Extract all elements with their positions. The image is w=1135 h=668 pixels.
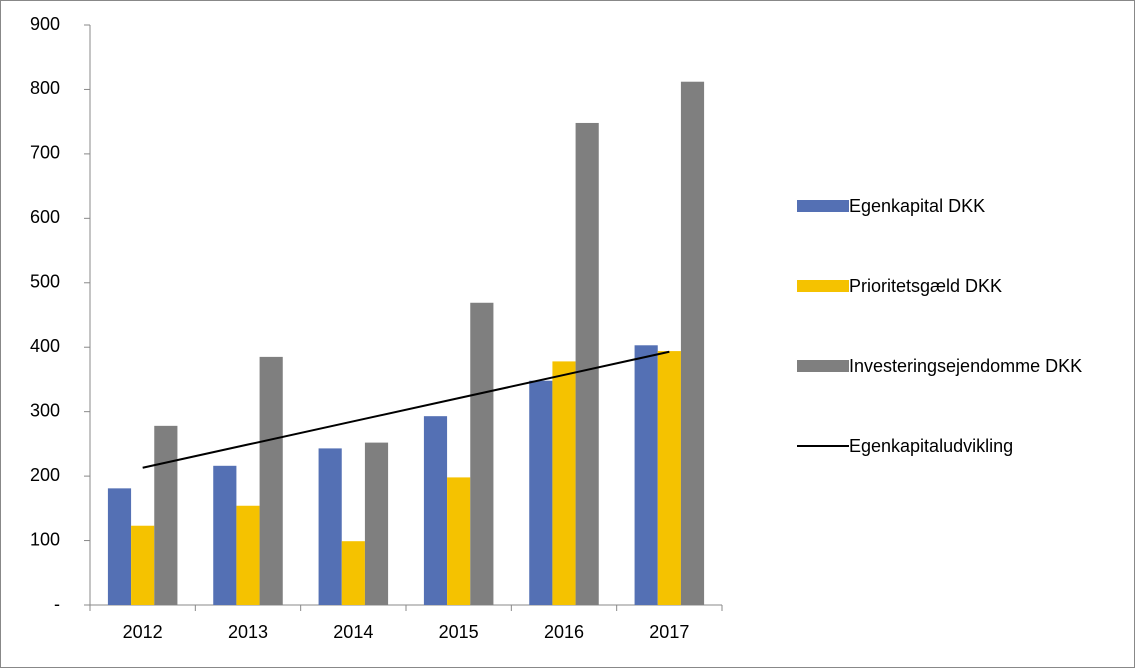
x-tick-label: 2016 <box>544 622 584 642</box>
y-tick-label: 800 <box>30 78 60 98</box>
legend-label: Prioritetsgæld DKK <box>849 276 1003 296</box>
x-tick-label: 2017 <box>649 622 689 642</box>
bar <box>154 425 178 605</box>
legend-swatch <box>797 280 849 292</box>
y-tick-label: 500 <box>30 272 60 292</box>
y-tick-label: 900 <box>30 14 60 34</box>
legend-entry: Prioritetsgæld DKK <box>797 273 1097 299</box>
bar <box>259 356 283 605</box>
y-tick-label: 200 <box>30 465 60 485</box>
legend-entry: Egenkapital DKK <box>797 193 1097 219</box>
trend-line <box>142 350 670 469</box>
legend-swatch <box>797 445 849 447</box>
bar <box>575 122 599 605</box>
y-tick-label: - <box>54 594 60 614</box>
bar <box>657 351 681 605</box>
bar <box>364 442 389 605</box>
y-tick-label: 100 <box>30 529 60 549</box>
legend-label: Egenkapitaludvikling <box>849 436 1014 456</box>
bar <box>447 477 471 605</box>
bar <box>529 380 553 605</box>
x-tick-label: 2015 <box>439 622 479 642</box>
bar <box>213 465 237 605</box>
bar <box>552 361 576 605</box>
legend-swatch <box>797 200 849 212</box>
bar <box>423 416 448 605</box>
bar <box>236 505 260 605</box>
bar <box>341 541 365 605</box>
bar <box>680 81 705 605</box>
bar <box>634 345 658 605</box>
y-tick-label: 400 <box>30 336 60 356</box>
x-tick-label: 2014 <box>333 622 373 642</box>
bar <box>318 448 342 605</box>
legend-label: Investeringsejendomme DKK <box>849 356 1083 376</box>
y-tick-label: 300 <box>30 400 60 420</box>
legend-label: Egenkapital DKK <box>849 196 986 216</box>
y-tick-label: 700 <box>30 143 60 163</box>
legend-swatch <box>797 360 849 372</box>
x-tick-label: 2012 <box>123 622 163 642</box>
bar <box>131 525 155 605</box>
x-tick-label: 2013 <box>228 622 268 642</box>
legend-entry: Investeringsejendomme DKK <box>797 353 1097 379</box>
y-tick-label: 600 <box>30 207 60 227</box>
legend-entry: Egenkapitaludvikling <box>797 433 1097 459</box>
bar <box>107 488 132 605</box>
bar <box>470 302 494 605</box>
